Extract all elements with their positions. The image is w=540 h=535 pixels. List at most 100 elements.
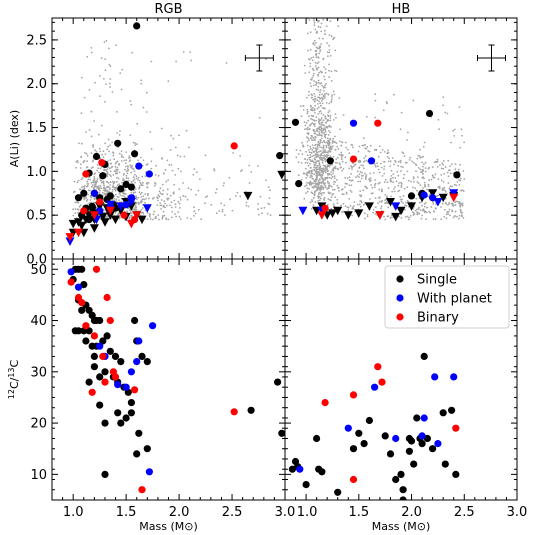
- background-star: [313, 108, 316, 110]
- background-star: [324, 184, 327, 187]
- point-single: [441, 460, 449, 468]
- background-star: [320, 96, 323, 99]
- background-star: [406, 170, 409, 173]
- background-star: [409, 156, 412, 159]
- background-star: [417, 182, 420, 185]
- background-star: [317, 61, 320, 63]
- background-star: [97, 167, 99, 170]
- background-star: [389, 180, 392, 183]
- background-star: [338, 162, 341, 165]
- background-star: [312, 154, 315, 157]
- background-star: [97, 187, 100, 190]
- background-star: [91, 160, 94, 163]
- background-star: [336, 184, 339, 187]
- background-star: [312, 56, 315, 59]
- background-star: [218, 210, 221, 212]
- background-star: [363, 160, 365, 163]
- background-star: [374, 206, 377, 209]
- series-binary: [321, 119, 382, 212]
- background-star: [370, 184, 372, 186]
- background-star: [311, 59, 314, 62]
- background-star: [336, 198, 339, 201]
- background-star: [338, 189, 340, 192]
- background-star: [359, 171, 362, 173]
- background-star: [312, 72, 315, 75]
- limit-marker-binary-limit: [89, 211, 99, 220]
- legend-label: Binary: [417, 311, 459, 326]
- background-star: [93, 179, 95, 181]
- background-star: [360, 177, 363, 180]
- background-star: [403, 155, 406, 157]
- background-star: [400, 170, 402, 172]
- background-star: [369, 172, 371, 175]
- background-star: [400, 111, 403, 114]
- background-star: [330, 185, 333, 188]
- background-star: [364, 217, 366, 220]
- background-star: [323, 75, 326, 78]
- background-star: [421, 209, 424, 212]
- background-star: [321, 135, 323, 137]
- background-star: [319, 104, 322, 107]
- background-star: [380, 162, 382, 165]
- background-star: [362, 137, 365, 140]
- background-star: [130, 171, 133, 174]
- background-star: [313, 161, 315, 164]
- background-star: [335, 116, 337, 119]
- background-star: [346, 183, 349, 185]
- background-star: [92, 166, 94, 169]
- background-star: [317, 79, 320, 82]
- background-star: [405, 204, 408, 207]
- background-star: [163, 172, 165, 175]
- background-star: [460, 211, 463, 214]
- background-star: [103, 189, 105, 192]
- point-single: [82, 337, 90, 345]
- background-star: [428, 166, 430, 169]
- background-star: [116, 166, 119, 169]
- background-star: [328, 143, 331, 146]
- background-star: [389, 179, 392, 182]
- background-star: [247, 205, 250, 208]
- limit-marker-planet-limit: [433, 198, 443, 207]
- background-star: [127, 179, 130, 182]
- background-star: [74, 208, 77, 211]
- background-star: [328, 141, 331, 144]
- background-star: [257, 208, 259, 211]
- background-star: [405, 201, 407, 204]
- background-star: [320, 157, 323, 160]
- background-star: [161, 183, 164, 186]
- background-star: [364, 155, 367, 158]
- background-star: [134, 142, 137, 145]
- background-star: [112, 154, 115, 157]
- background-star: [308, 188, 310, 190]
- background-star: [337, 187, 339, 189]
- background-star: [87, 193, 90, 196]
- background-star: [387, 187, 390, 189]
- background-star: [419, 156, 422, 159]
- background-star: [350, 173, 352, 175]
- background-star: [303, 197, 306, 200]
- background-star: [337, 148, 340, 150]
- background-star: [213, 169, 216, 172]
- background-star: [423, 209, 426, 212]
- background-star: [314, 65, 317, 67]
- background-star: [361, 144, 364, 147]
- background-star: [136, 143, 138, 146]
- background-star: [76, 208, 79, 211]
- background-star: [366, 214, 369, 216]
- background-star: [314, 95, 317, 98]
- background-star: [395, 180, 398, 183]
- background-star: [80, 178, 83, 181]
- background-star: [126, 172, 129, 175]
- background-star: [153, 184, 156, 187]
- background-star: [111, 198, 114, 201]
- background-star: [460, 128, 463, 131]
- background-star: [141, 200, 144, 203]
- label-part: C/: [8, 377, 21, 389]
- background-star: [149, 131, 152, 133]
- background-star: [142, 106, 145, 109]
- background-star: [341, 169, 343, 172]
- background-star: [413, 180, 415, 183]
- background-star: [419, 155, 421, 158]
- background-star: [122, 174, 125, 176]
- background-star: [182, 51, 185, 53]
